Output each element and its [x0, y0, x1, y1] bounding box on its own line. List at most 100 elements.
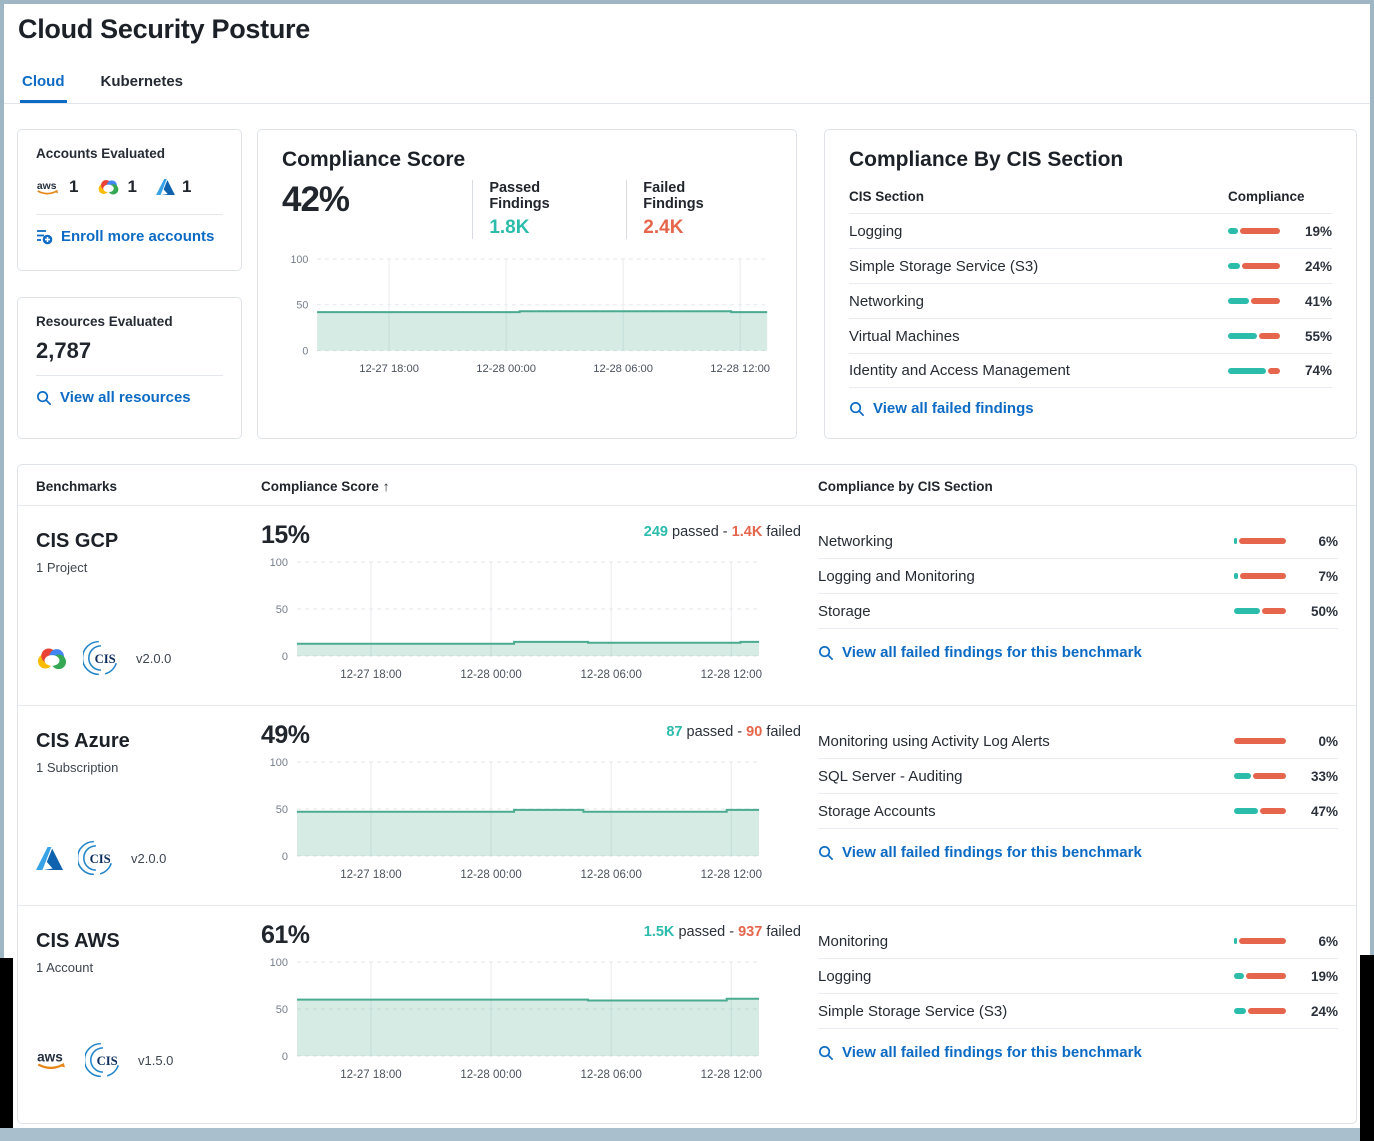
cis-section-row: Logging and Monitoring 7%: [818, 559, 1338, 594]
resources-evaluated-title: Resources Evaluated: [36, 314, 173, 329]
benchmark-score: 15%: [261, 521, 310, 549]
compliance-split-bar: [1234, 938, 1286, 944]
cis-section-row: Logging 19%: [849, 213, 1332, 248]
arrow-up-icon: ↑: [382, 479, 390, 494]
svg-text:12-28 00:00: 12-28 00:00: [460, 669, 521, 681]
view-failed-findings-benchmark-link[interactable]: View all failed findings for this benchm…: [818, 844, 1142, 861]
benchmark-score: 61%: [261, 921, 310, 949]
svg-text:50: 50: [276, 804, 288, 816]
benchmark-trend-chart: 0 50 100 12-27 18:00 12-28 00:00 12-28 06:00 1…: [270, 957, 762, 1081]
compliance-score-chart: 0 50 100 12-27 18:00 12-28 00:00 12-28 06:00 1…: [290, 254, 770, 375]
cis-section-row: Storage 50%: [818, 594, 1338, 629]
cis-section-row: Virtual Machines 55%: [849, 318, 1332, 353]
svg-text:50: 50: [296, 300, 308, 312]
gcp-logo-icon: [38, 648, 66, 669]
cis-section-row: Identity and Access Management 74%: [849, 353, 1332, 388]
cis-section-row: Networking 6%: [818, 524, 1338, 559]
benchmark-trend-chart: 0 50 100 12-27 18:00 12-28 00:00 12-28 06:00 1…: [270, 757, 762, 881]
view-failed-findings-benchmark-link[interactable]: View all failed findings for this benchm…: [818, 644, 1142, 661]
cis-section-row: SQL Server - Auditing 33%: [818, 759, 1338, 794]
svg-text:50: 50: [276, 604, 288, 616]
view-all-resources-link[interactable]: View all resources: [36, 389, 191, 406]
cis-benchmark-icon: CIS: [78, 840, 113, 876]
compliance-by-cis-section-card: Compliance By CIS Section CIS Section Co…: [824, 129, 1357, 439]
cis-section-row: Networking 41%: [849, 283, 1332, 318]
cis-section-row: Simple Storage Service (S3) 24%: [849, 248, 1332, 283]
gcp-logo-icon: [99, 179, 119, 195]
svg-text:12-28 00:00: 12-28 00:00: [460, 1069, 521, 1081]
benchmark-scope: 1 Account: [36, 960, 94, 975]
svg-text:12-27 18:00: 12-27 18:00: [340, 1069, 401, 1081]
tab-cloud[interactable]: Cloud: [20, 69, 67, 103]
compliance-split-bar: [1228, 228, 1280, 234]
search-icon: [819, 1045, 833, 1060]
column-header-compliance-by-cis-section: Compliance by CIS Section: [818, 479, 993, 494]
svg-text:0: 0: [282, 1051, 288, 1063]
resources-evaluated-value: 2,787: [36, 338, 92, 363]
azure-logo-icon: [36, 846, 63, 870]
svg-text:12-28 00:00: 12-28 00:00: [476, 363, 536, 375]
benchmark-version: v1.5.0: [138, 1052, 174, 1068]
benchmark-version: v2.0.0: [136, 650, 172, 666]
benchmark-passed-failed: 249 passed - 1.4K failed: [643, 524, 801, 540]
benchmark-row-cis-aws: CIS AWS 1 Account aws CIS v1.5.0: [18, 906, 1356, 1119]
svg-text:12-27 18:00: 12-27 18:00: [340, 669, 401, 681]
benchmark-row-cis-azure: CIS Azure 1 Subscription CIS v2.0.0: [18, 706, 1356, 906]
svg-text:100: 100: [270, 557, 288, 569]
compliance-score-card: Compliance Score 42% Passed Findings 1.8…: [257, 129, 797, 439]
svg-text:0: 0: [282, 851, 288, 863]
search-icon: [37, 390, 51, 405]
search-icon: [819, 845, 833, 860]
cis-section-row: Simple Storage Service (S3) 24%: [818, 994, 1338, 1029]
svg-text:12-27 18:00: 12-27 18:00: [359, 363, 419, 375]
column-header-compliance-score[interactable]: Compliance Score ↑: [261, 479, 390, 494]
screenshot-bottom-frame: [0, 1128, 1360, 1141]
screenshot-black-edge-left: [0, 958, 13, 1128]
divider: [36, 375, 223, 376]
benchmark-name: CIS GCP: [36, 530, 119, 552]
benchmark-scope: 1 Subscription: [36, 760, 119, 775]
azure-logo-icon: [156, 179, 175, 195]
compliance-split-bar: [1228, 298, 1280, 304]
compliance-split-bar: [1234, 973, 1286, 979]
svg-text:0: 0: [302, 346, 308, 358]
compliance-split-bar: [1234, 808, 1286, 814]
benchmarks-table-header: Benchmarks Compliance Score ↑ Compliance …: [18, 465, 1356, 506]
compliance-score-title: Compliance Score: [282, 148, 466, 171]
cis-benchmark-icon: CIS: [83, 640, 118, 676]
column-header-benchmarks[interactable]: Benchmarks: [36, 479, 118, 494]
compliance-split-bar: [1228, 367, 1280, 374]
cis-section-card-title: Compliance By CIS Section: [849, 148, 1124, 171]
svg-text:0: 0: [282, 651, 288, 663]
benchmark-scope: 1 Project: [36, 560, 88, 575]
azure-account-count: 1: [156, 177, 191, 197]
view-failed-findings-benchmark-link[interactable]: View all failed findings for this benchm…: [818, 1044, 1142, 1061]
screenshot-black-edge-right: [1360, 955, 1374, 1141]
benchmark-trend-chart: 0 50 100 12-27 18:00 12-28 00:00 12-28 06:00 1…: [270, 557, 762, 681]
enroll-more-accounts-link[interactable]: Enroll more accounts: [36, 228, 214, 245]
svg-text:100: 100: [290, 254, 308, 266]
summary-left-column: Accounts Evaluated aws 1: [17, 129, 242, 439]
tab-bar: Cloud Kubernetes: [4, 69, 1370, 104]
divider: [36, 214, 223, 215]
cis-section-row: Monitoring using Activity Log Alerts 0%: [818, 724, 1338, 759]
aws-account-count: aws 1: [36, 177, 79, 196]
failed-findings-stat: Failed Findings 2.4K: [626, 180, 742, 239]
resources-evaluated-card: Resources Evaluated 2,787 View all resou…: [17, 297, 242, 439]
page-title: Cloud Security Posture: [18, 14, 310, 44]
compliance-split-bar: [1234, 738, 1286, 744]
cis-section-row: Logging 19%: [818, 959, 1338, 994]
svg-text:100: 100: [270, 957, 288, 969]
cis-section-row: Monitoring 6%: [818, 924, 1338, 959]
tab-kubernetes[interactable]: Kubernetes: [100, 73, 184, 90]
svg-text:12-28 06:00: 12-28 06:00: [580, 669, 641, 681]
svg-text:aws: aws: [37, 180, 57, 191]
svg-text:CIS: CIS: [90, 852, 111, 866]
svg-text:12-28 12:00: 12-28 12:00: [701, 1069, 762, 1081]
view-all-failed-findings-link[interactable]: View all failed findings: [849, 400, 1034, 417]
benchmark-score: 49%: [261, 721, 310, 749]
benchmark-name: CIS Azure: [36, 730, 130, 752]
svg-text:12-28 12:00: 12-28 12:00: [701, 869, 762, 881]
svg-text:12-27 18:00: 12-27 18:00: [340, 869, 401, 881]
